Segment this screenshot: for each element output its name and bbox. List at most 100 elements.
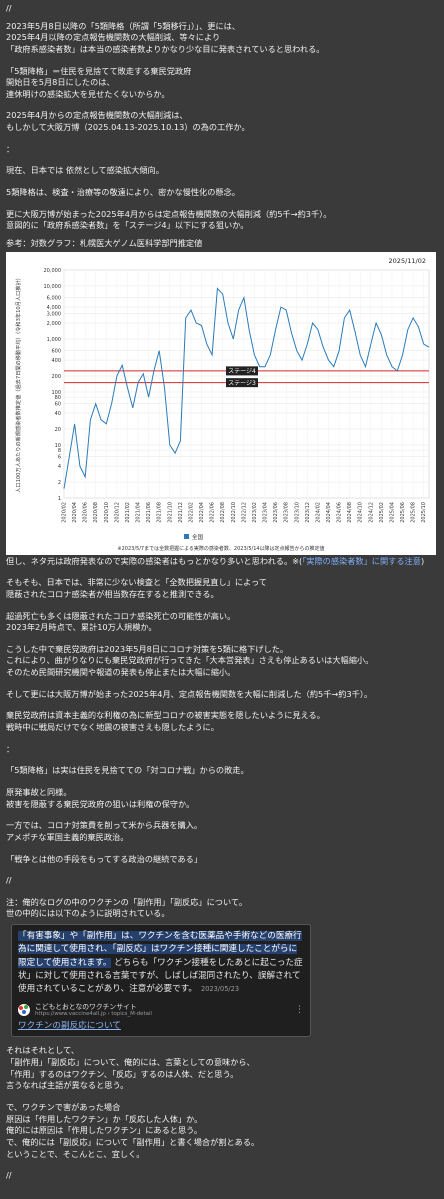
chart-x-tick-label: 2023/04 bbox=[263, 502, 269, 523]
chart-x-tick-label: 2022/08 bbox=[220, 502, 226, 523]
text-line: 開始日を5月8日にしたのは、 bbox=[6, 77, 115, 88]
chart-legend-label: 全国 bbox=[192, 533, 204, 541]
chart-x-tick-label: 2025/06 bbox=[400, 502, 406, 523]
paragraph-5rui-intro: 2023年5月8日以降の「5類降格（所謂「5類移行」）」、更には、 2025年4… bbox=[6, 21, 436, 56]
chart-reference-label: 参考：対数グラフ：札幌医大ゲノム医科学部門推定値 bbox=[6, 237, 203, 248]
text-line: 原因は「作用したワクチン」か「反応した人体」か。 bbox=[6, 1113, 203, 1124]
chart-y-tick-label: 3,000 bbox=[47, 311, 61, 317]
chart-y-tick-label: 400 bbox=[51, 357, 61, 363]
snippet-source[interactable]: こどもとおとなのワクチンサイト https://www.vaccine4all.… bbox=[18, 1003, 304, 1018]
colon-separator: ： bbox=[6, 743, 15, 754]
snippet-date: 2023/05/23 bbox=[201, 985, 240, 994]
chart-x-tick-label: 2020/10 bbox=[104, 502, 110, 523]
chart-svg: 2025/11/02 人口100万人あたりの新規感染者数推定値（過去7日間の移動… bbox=[14, 257, 430, 552]
text-line: ということで、そこんとこ、宜しく。 bbox=[6, 1148, 145, 1159]
chart-x-tick-label: 2021/06 bbox=[146, 502, 152, 523]
chart-y-tick-label: 20,000 bbox=[44, 267, 62, 273]
text-line: 隠蔽されたコロナ感染者が相当数存在すると推測できる。 bbox=[6, 588, 219, 599]
chart-x-tick-label: 2020/06 bbox=[83, 502, 89, 523]
text-line: 棄民党政府は資本主義的な利権の為に新型コロナの被害実態を隠したいように見える。 bbox=[6, 710, 325, 721]
chart-x-tick-label: 2020/02 bbox=[62, 502, 68, 523]
text-line: 「5類降格」は実は住民を見捨てての「対コロナ戦」からの敗走。 bbox=[6, 765, 249, 776]
snippet-link[interactable]: ワクチンの副反応について bbox=[18, 1021, 121, 1032]
text-line: 「5類降格」＝住民を見捨てて敗走する棄民党政府 bbox=[6, 65, 192, 76]
separator: // bbox=[6, 875, 12, 886]
chart-y-tick-label: 100 bbox=[51, 389, 61, 395]
chart-legend-swatch bbox=[184, 533, 189, 539]
text-line: これにより、曲がりなりにも棄民党政府が行ってきた「大本営発表」さえも停止あるいは… bbox=[6, 655, 374, 666]
chart-x-tick-label: 2023/12 bbox=[305, 502, 311, 523]
text-span: ) bbox=[420, 555, 425, 566]
chart-footnote: ※2023/5/7までは全数把握による実際の感染者数、2023/5/14以降は定… bbox=[117, 545, 324, 552]
text-line: それはそれとして、 bbox=[6, 1045, 80, 1056]
snippet-quote: 「有害事象」や「副作用」は、ワクチンを含む医薬品や手術などの医療行為に関連して使… bbox=[18, 930, 304, 997]
chart-x-tick-label: 2023/10 bbox=[294, 502, 300, 523]
chart-y-tick-label: 20 bbox=[55, 426, 61, 432]
text-line: 現在、日本では 依然として感染拡大傾向。 bbox=[6, 165, 164, 176]
chart-x-tick-label: 2024/04 bbox=[326, 502, 332, 523]
text-line: 「作用」するのはワクチン、「反応」するのは人体、だと思う。 bbox=[6, 1068, 239, 1079]
more-options-icon[interactable]: ⋮ bbox=[295, 1004, 304, 1015]
text-line: そして更には大阪万博が始まった2025年4月、定点報告機関数を大幅に削減した（約… bbox=[6, 688, 373, 699]
chart-x-tick-label: 2024/10 bbox=[358, 502, 364, 523]
chart-stage-label: ステージ4 bbox=[228, 368, 256, 375]
text-line: で、俺的には「副反応」について「副作用」と書く場合が割とある。 bbox=[6, 1136, 260, 1147]
quote-line: 「戦争とは他の手段をもってする政治の継続である」 bbox=[6, 853, 203, 864]
chart-x-tick-label: 2025/10 bbox=[421, 502, 427, 523]
chart-x-ticks: 2020/02 2020/04 2020/06 2020/08 2020/10 2020/… bbox=[62, 502, 428, 523]
chart-y-tick-label: 4 bbox=[58, 463, 61, 469]
chart-x-tick-label: 2023/08 bbox=[284, 502, 290, 523]
chart-stage-label-bg bbox=[226, 365, 258, 375]
chart-y-axis-label: 人口100万人あたりの新規感染者数推定値（過去7日間の移動平均）（令和3年10月… bbox=[14, 275, 22, 493]
chart-x-tick-label: 2024/08 bbox=[347, 502, 353, 523]
chart-date-label: 2025/11/02 bbox=[389, 257, 426, 265]
text-line: 被害を隠蔽する棄民党政府の狙いは利権の保守か。 bbox=[6, 798, 195, 809]
text-line: こうした中で棄民党政府は2023年5月8日にコロナ対策を5類に格下げした。 bbox=[6, 643, 289, 654]
chart-x-tick-label: 2022/02 bbox=[188, 502, 194, 523]
chart-y-tick-label: 2 bbox=[58, 479, 61, 485]
chart-stage-lines: ステージ4 ステージ3 bbox=[64, 365, 429, 387]
text-line: 2023年5月8日以降の「5類降格（所謂「5類移行」）」、更には、 bbox=[6, 20, 241, 31]
text-line: 更に大阪万博が始まった2025年4月からは定点報告機関数の大幅削減（約5千→約3… bbox=[6, 208, 332, 219]
chart-x-tick-label: 2024/02 bbox=[315, 502, 321, 523]
chart-x-tick-label: 2025/08 bbox=[411, 502, 417, 523]
text-line: 俺的には原因は「作用したワクチン」にあると思う。 bbox=[6, 1125, 203, 1136]
text-line: 「副作用」「副反応」について、俺的には、言葉としての意味から、 bbox=[6, 1057, 255, 1068]
search-snippet-card: 「有害事象」や「副作用」は、ワクチンを含む医薬品や手術などの医療行為に関連して使… bbox=[11, 924, 311, 1038]
snippet-text: どちらも「ワクチン接種をしたあとに起こった症状」に対して使用される言葉ですが、し… bbox=[18, 957, 303, 995]
chart-x-tick-label: 2021/10 bbox=[167, 502, 173, 523]
chart-x-tick-label: 2021/12 bbox=[178, 502, 184, 523]
text-line: そのため民間研究機関や報道の発表も停止または大幅に縮小。 bbox=[6, 667, 236, 678]
caution-link[interactable]: 「実際の感染者数」に関する注意 bbox=[302, 555, 421, 566]
text-line: 連休明けの感染拡大を見せたくないからか。 bbox=[6, 88, 170, 99]
chart-x-tick-label: 2020/08 bbox=[93, 502, 99, 523]
caution-line: 但し、ネタ元は政府発表なので実際の感染者はもっとかなり多いと思われる。※(「実際… bbox=[6, 556, 436, 568]
chart-y-tick-label: 1,000 bbox=[47, 336, 61, 342]
separator: // bbox=[6, 1170, 12, 1181]
chart-x-tick-label: 2025/02 bbox=[379, 502, 385, 523]
text-line: 2025年4月以降の定点報告機関数の大幅削減、等々により bbox=[6, 32, 221, 43]
colon-separator: ： bbox=[6, 143, 15, 154]
chart-x-tick-label: 2024/12 bbox=[368, 502, 374, 523]
chart-x-tick-label: 2022/10 bbox=[231, 502, 237, 523]
text-line: 超過死亡も多くは隠蔽されたコロナ感染死亡の可能性が高い。 bbox=[6, 610, 236, 621]
chart-y-tick-label: 8 bbox=[58, 448, 61, 454]
text-line: そもそも、日本では、非常に少ない検査と「全数把握見直し」によって bbox=[6, 577, 267, 588]
chart-x-tick-label: 2022/12 bbox=[241, 502, 247, 523]
text-line: で、ワクチンで害があった場合 bbox=[6, 1102, 121, 1113]
chart-x-tick-label: 2021/08 bbox=[157, 502, 163, 523]
text-line: 5類降格は、検査・治療等の敬遠により、密かな慢性化の懸念。 bbox=[6, 187, 240, 198]
chart-x-tick-label: 2020/04 bbox=[72, 502, 78, 523]
chart-x-tick-label: 2024/06 bbox=[337, 502, 343, 523]
text-line: 2025年4月からの定点報告機関数の大幅削減は、 bbox=[6, 110, 188, 121]
chart-x-tick-label: 2023/02 bbox=[252, 502, 258, 523]
text-line: 世の中的には以下のように説明されている。 bbox=[6, 908, 170, 919]
paragraph-expo: 2025年4月からの定点報告機関数の大幅削減は、 もしかして大阪万博（2025.… bbox=[6, 110, 436, 133]
chart-y-tick-label: 6 bbox=[58, 454, 61, 460]
site-name: こどもとおとなのワクチンサイト bbox=[35, 1002, 137, 1011]
chart-x-tick-label: 2025/04 bbox=[389, 502, 395, 523]
chart-y-tick-label: 600 bbox=[51, 348, 61, 354]
text-line: アメポチな軍国主義的棄民政治。 bbox=[6, 831, 129, 842]
